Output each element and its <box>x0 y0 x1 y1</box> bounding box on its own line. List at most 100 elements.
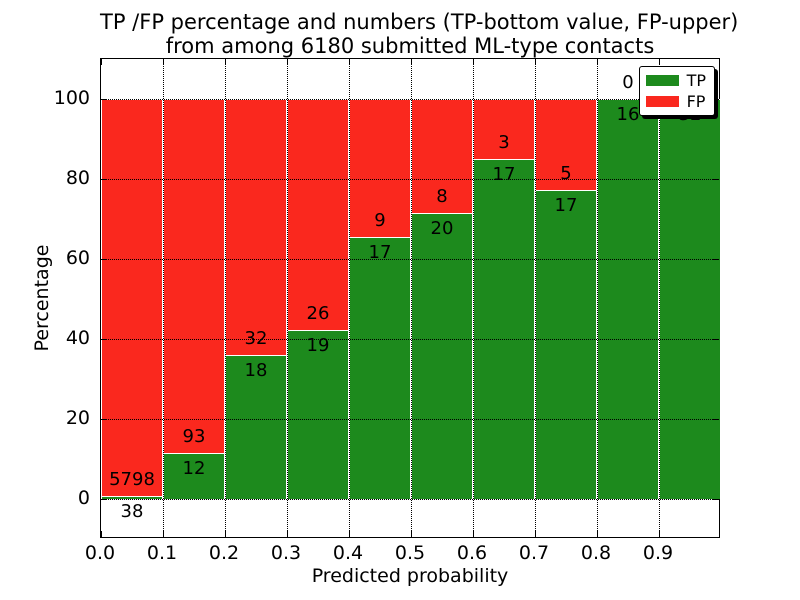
legend-item-tp: TP <box>645 71 706 90</box>
tp-count-label: 12 <box>182 458 206 480</box>
tp-count-label: 16 <box>616 104 640 125</box>
x-tick-mark <box>535 531 536 537</box>
x-tick-mark-top <box>535 59 536 65</box>
x-tick-label: 0.4 <box>332 542 364 564</box>
x-tick-mark <box>411 531 412 537</box>
horizontal-gridline <box>101 259 719 260</box>
tp-count-label: 17 <box>492 164 516 185</box>
tp-bar-segment <box>659 99 721 499</box>
y-tick-label: 80 <box>65 167 90 189</box>
x-tick-label: 0.8 <box>580 542 612 564</box>
fp-count-label: 93 <box>182 426 206 448</box>
fp-legend-swatch <box>645 96 679 107</box>
vertical-gridline <box>659 59 660 537</box>
tp-count-label: 38 <box>120 501 144 523</box>
horizontal-gridline <box>101 99 719 100</box>
fp-bar-segment <box>225 99 287 355</box>
tp-legend-label: TP <box>686 71 706 90</box>
vertical-gridline <box>349 59 350 537</box>
tp-bar-segment <box>597 99 659 499</box>
x-tick-label: 0.0 <box>84 542 116 564</box>
chart-title-line2: from among 6180 submitted ML-type contac… <box>165 34 655 58</box>
vertical-gridline <box>163 59 164 537</box>
x-tick-mark <box>225 531 226 537</box>
fp-count-label: 8 <box>436 186 448 208</box>
tp-count-label: 18 <box>244 360 268 381</box>
x-tick-label: 0.5 <box>394 542 426 564</box>
y-tick-mark-right <box>713 419 719 420</box>
tp-bar-segment <box>473 159 535 499</box>
tp-bar-segment <box>349 237 411 499</box>
vertical-gridline <box>535 59 536 537</box>
legend-item-fp: FP <box>645 92 706 111</box>
vertical-gridline <box>287 59 288 537</box>
plot-area: TP FP 5798389312321826199178203175170160… <box>100 58 721 538</box>
horizontal-gridline <box>101 339 719 340</box>
x-tick-mark <box>473 531 474 537</box>
x-tick-label: 0.3 <box>270 542 302 564</box>
y-tick-mark-right <box>713 499 719 500</box>
x-tick-mark <box>349 531 350 537</box>
vertical-gridline <box>597 59 598 537</box>
x-tick-label: 0.9 <box>642 542 674 564</box>
y-tick-mark <box>101 179 107 180</box>
horizontal-gridline <box>101 179 719 180</box>
y-tick-mark <box>101 259 107 260</box>
x-tick-mark-top <box>659 59 660 65</box>
fp-bar-segment <box>163 99 225 454</box>
tp-legend-swatch <box>645 75 679 86</box>
tp-bar-segment <box>535 189 597 499</box>
tp-count-label: 20 <box>430 218 454 240</box>
fp-bar-segment <box>349 99 411 238</box>
x-tick-label: 0.7 <box>518 542 550 564</box>
vertical-gridline <box>473 59 474 537</box>
x-tick-mark-top <box>163 59 164 65</box>
fp-count-label: 26 <box>306 303 330 325</box>
fp-legend-label: FP <box>686 92 706 111</box>
horizontal-gridline <box>101 419 719 420</box>
vertical-gridline <box>225 59 226 537</box>
x-tick-label: 0.2 <box>208 542 240 564</box>
x-tick-mark-top <box>225 59 226 65</box>
tp-bar-segment <box>225 355 287 499</box>
tp-bar-segment <box>411 213 473 499</box>
fp-count-label: 9 <box>374 210 386 232</box>
y-tick-mark-right <box>713 179 719 180</box>
x-tick-mark <box>287 531 288 537</box>
fp-count-label: 32 <box>244 328 268 349</box>
fp-bar-segment <box>101 99 163 497</box>
y-tick-label: 20 <box>65 407 90 429</box>
x-axis-label: Predicted probability <box>311 565 509 587</box>
tp-count-label: 19 <box>306 335 330 357</box>
y-tick-mark-right <box>713 259 719 260</box>
vertical-gridline <box>411 59 412 537</box>
x-tick-label: 0.6 <box>456 542 488 564</box>
tp-bar-segment <box>287 330 349 499</box>
chart-title-line1: TP /FP percentage and numbers (TP-bottom… <box>100 10 739 34</box>
x-tick-mark-top <box>597 59 598 65</box>
tp-count-label: 17 <box>368 242 392 264</box>
fp-count-label: 5798 <box>109 469 155 491</box>
y-tick-label: 0 <box>77 487 90 509</box>
fp-bar-segment <box>535 99 597 190</box>
x-tick-mark <box>163 531 164 537</box>
y-tick-mark <box>101 339 107 340</box>
x-tick-mark-top <box>411 59 412 65</box>
y-tick-mark <box>101 499 107 500</box>
y-tick-mark-right <box>713 339 719 340</box>
legend: TP FP <box>638 66 715 116</box>
y-tick-mark-right <box>713 99 719 100</box>
x-tick-mark <box>659 531 660 537</box>
x-tick-mark <box>597 531 598 537</box>
tp-count-label: 17 <box>554 194 578 216</box>
x-tick-mark <box>101 531 102 537</box>
fp-count-label: 3 <box>498 132 510 153</box>
fp-count-label: 0 <box>622 72 634 93</box>
x-tick-mark-top <box>101 59 102 65</box>
y-tick-label: 40 <box>65 327 90 349</box>
y-tick-mark <box>101 99 107 100</box>
x-tick-mark-top <box>349 59 350 65</box>
fp-bar-segment <box>287 99 349 331</box>
x-tick-mark-top <box>287 59 288 65</box>
